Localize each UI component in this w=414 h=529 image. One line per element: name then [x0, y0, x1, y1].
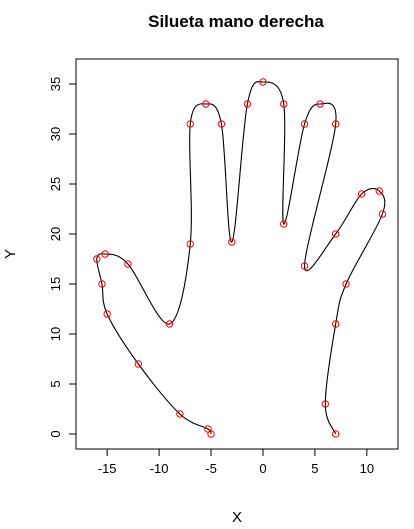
data-point — [331, 120, 340, 128]
y-tick-label: 30 — [48, 127, 63, 141]
y-tick-label: 0 — [48, 430, 63, 437]
data-point — [300, 120, 309, 128]
y-axis: 0 5 10 15 20 25 30 35 — [48, 77, 76, 438]
data-point — [331, 430, 340, 438]
chart-title: Silueta mano derecha — [148, 12, 324, 31]
data-point — [217, 120, 226, 128]
x-tick-label: -10 — [150, 461, 169, 476]
data-point — [280, 220, 288, 228]
x-tick-label: 10 — [360, 461, 374, 476]
data-point — [316, 100, 324, 108]
hand-outline-curve — [96, 81, 386, 435]
data-point — [259, 78, 267, 86]
data-point — [243, 100, 252, 108]
y-tick-label: 25 — [48, 177, 63, 191]
data-point — [357, 190, 366, 198]
x-tick-label: 0 — [259, 461, 266, 476]
data-point — [342, 280, 350, 288]
plot-frame — [75, 58, 399, 450]
data-point — [202, 100, 210, 108]
data-point — [204, 425, 212, 433]
y-tick-label: 35 — [48, 77, 63, 91]
data-point — [228, 238, 236, 246]
data-point — [93, 255, 101, 263]
y-tick-label: 10 — [48, 327, 63, 341]
x-tick-label: 5 — [311, 461, 318, 476]
data-point — [98, 280, 106, 288]
data-point — [375, 187, 384, 195]
data-point — [134, 360, 143, 368]
y-axis-label: Y — [2, 249, 19, 259]
data-point — [378, 210, 387, 218]
data-point — [331, 230, 340, 238]
y-tick-label: 15 — [48, 277, 63, 291]
data-point — [101, 250, 109, 258]
y-tick-label: 20 — [48, 227, 63, 241]
data-point — [321, 400, 329, 408]
data-point — [186, 240, 194, 248]
data-point — [176, 410, 184, 418]
x-axis: -15 -10 -5 0 5 10 — [98, 449, 374, 476]
x-tick-label: -15 — [98, 461, 117, 476]
data-point — [165, 320, 174, 328]
data-point — [103, 310, 111, 318]
data-point — [124, 260, 132, 268]
x-tick-label: -5 — [205, 461, 217, 476]
data-point — [331, 320, 340, 328]
y-tick-label: 5 — [48, 380, 63, 387]
x-axis-label: X — [232, 509, 242, 526]
data-point — [186, 120, 194, 128]
data-points — [93, 78, 387, 438]
data-point — [300, 262, 309, 270]
data-point — [280, 100, 288, 108]
